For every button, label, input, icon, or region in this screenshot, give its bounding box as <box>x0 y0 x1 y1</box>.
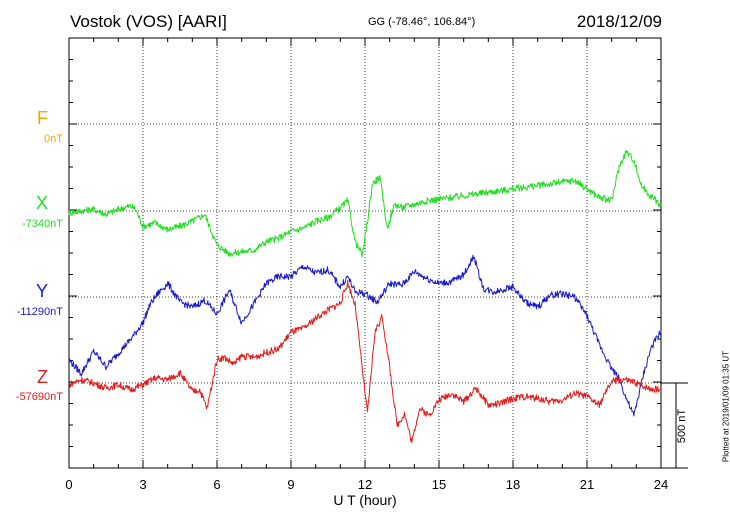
series-line-z <box>68 279 662 444</box>
series-line-y <box>68 254 662 417</box>
component-label-x: X <box>35 193 48 213</box>
plotted-timestamp: Plotted at 2019/01/09 01:35 UT <box>721 350 730 463</box>
baseline-label-x: -7340nT <box>22 218 63 230</box>
scale-bar-label: 500 nT <box>676 408 688 444</box>
station-title: Vostok (VOS) [AARI] <box>70 12 227 31</box>
x-tick-label: 12 <box>358 477 372 492</box>
component-label-y: Y <box>35 281 48 301</box>
x-tick-label: 6 <box>213 477 220 492</box>
component-label-z: Z <box>37 367 48 387</box>
x-tick-label: 18 <box>506 477 520 492</box>
x-tick-label: 15 <box>432 477 446 492</box>
x-tick-label: 0 <box>65 477 72 492</box>
baseline-label-z: -57690nT <box>15 391 63 403</box>
x-tick-label: 3 <box>139 477 146 492</box>
baseline-label-y: -11290nT <box>16 306 63 318</box>
component-label-f: F <box>37 108 48 128</box>
x-axis-label: U T (hour) <box>333 492 396 508</box>
baseline-label-f: 0nT <box>44 133 63 145</box>
x-tick-label: 21 <box>580 477 594 492</box>
plot-date: 2018/12/09 <box>576 12 662 31</box>
x-tick-label: 24 <box>654 477 668 492</box>
station-coordinates: GG (-78.46°, 106.84°) <box>368 16 476 28</box>
series-line-x <box>68 149 662 258</box>
x-tick-label: 9 <box>287 477 294 492</box>
plot-frame <box>68 37 662 469</box>
